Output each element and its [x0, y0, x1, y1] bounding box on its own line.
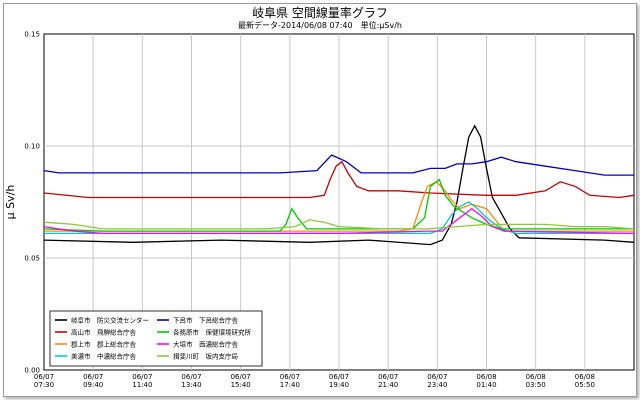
x-tick-time: 15:40 [231, 381, 251, 389]
legend-label: 高山市 飛騨総合庁舎 [71, 328, 137, 337]
x-tick-time: 07:30 [34, 381, 54, 389]
chart-title: 岐阜県 空間線量率グラフ [252, 6, 388, 20]
x-tick-time: 11:40 [132, 381, 152, 389]
x-tick-date: 06/07 [34, 373, 54, 381]
legend-label: 郡上市 郡上総合庁舎 [71, 340, 137, 349]
series-line [43, 219, 635, 230]
series-lines [43, 124, 635, 246]
x-tick-date: 06/07 [132, 373, 152, 381]
x-tick-date: 06/07 [231, 373, 251, 381]
x-tick-date: 06/07 [181, 373, 201, 381]
series-line [43, 160, 635, 199]
x-tick-time: 23:40 [427, 381, 447, 389]
y-tick-label: 0.00 [24, 367, 40, 375]
x-tick-date: 06/08 [526, 373, 546, 381]
x-tick-time: 21:40 [378, 381, 398, 389]
legend-label: 揖斐川町 坂内支庁局 [173, 352, 238, 361]
legend-label: 大垣市 西濃総合庁舎 [173, 340, 239, 349]
x-tick-time: 09:40 [83, 381, 103, 389]
x-tick-time: 01:40 [476, 381, 496, 389]
legend-label: 美濃市 中濃総合庁舎 [71, 352, 137, 361]
x-tick-time: 17:40 [280, 381, 300, 389]
series-line [43, 154, 634, 176]
y-tick-label: 0.10 [24, 143, 40, 151]
series-line [44, 181, 634, 232]
series-line [43, 124, 635, 246]
chart-subtitle: 最新データ-2014/06/08 07:40 単位:μSv/h [238, 21, 402, 30]
legend-label: 下呂市 下呂総合庁舎 [173, 316, 239, 325]
x-tick-date: 06/07 [427, 373, 447, 381]
y-axis-label: μ Sv/h [4, 185, 17, 220]
x-tick-time: 13:40 [181, 381, 201, 389]
y-tick-label: 0.05 [24, 255, 40, 263]
y-tick-label: 0.15 [24, 31, 40, 39]
x-tick-date: 06/07 [329, 373, 349, 381]
x-tick-date: 06/07 [83, 373, 103, 381]
x-tick-date: 06/08 [575, 373, 595, 381]
x-tick-date: 06/07 [378, 373, 398, 381]
x-axis: 06/0707:3006/0709:4006/0711:4006/0713:40… [34, 373, 595, 389]
series-line [43, 207, 635, 235]
legend-box [49, 310, 263, 367]
x-tick-time: 05:50 [575, 381, 595, 389]
x-tick-date: 06/07 [280, 373, 300, 381]
x-tick-date: 06/08 [476, 373, 496, 381]
y-axis: 0.00 0.05 0.10 0.15 [24, 31, 40, 375]
x-tick-time: 19:40 [329, 381, 349, 389]
legend-label: 岐阜市 防災交流センター [71, 316, 149, 325]
x-tick-time: 03:50 [526, 381, 546, 389]
legend-label: 各務原市 保健環境研究所 [173, 328, 252, 337]
